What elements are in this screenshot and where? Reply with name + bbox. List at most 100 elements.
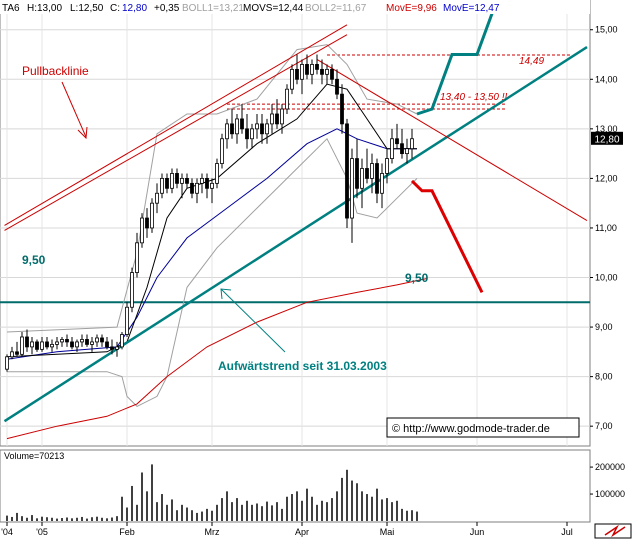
candle-6 xyxy=(35,339,39,352)
x-axis: '04 '05 Feb Mrz Apr Mai Jun Jul xyxy=(1,522,573,537)
pullback-arrow-shaft xyxy=(61,81,87,138)
candle-body xyxy=(350,158,354,219)
candle-81 xyxy=(410,128,414,159)
candle-body xyxy=(5,356,9,370)
candle-body xyxy=(150,202,154,229)
candle-body xyxy=(255,123,259,130)
candle-14 xyxy=(75,339,79,352)
candle-body xyxy=(80,339,84,343)
candle-49 xyxy=(250,123,254,149)
candle-body xyxy=(60,339,64,343)
header-readout: TA6 H:13,00 L:12,50 C: 12,80 +0,35 BOLL1… xyxy=(2,3,500,14)
projections xyxy=(410,0,499,294)
candle-body xyxy=(285,88,289,110)
candle-body xyxy=(130,272,134,308)
bollinger-lower xyxy=(7,137,418,408)
y-tick-label-1: 14,00 xyxy=(595,74,618,84)
y-tick-label-7: 8,00 xyxy=(595,372,613,382)
candle-body xyxy=(340,93,344,125)
candle-38 xyxy=(195,178,199,204)
header-move-e2: MovE=12,47 xyxy=(443,3,500,14)
candle-body xyxy=(125,306,129,335)
candle-body xyxy=(15,351,19,355)
volume-label: Volume=70213 xyxy=(4,451,64,461)
candle-body xyxy=(305,64,309,75)
candle-13 xyxy=(70,336,74,350)
candle-body xyxy=(330,68,334,80)
candle-32 xyxy=(165,173,169,194)
candle-body xyxy=(85,339,89,345)
header-close-label: C: xyxy=(110,3,120,14)
candle-20 xyxy=(105,336,109,350)
candle-body xyxy=(210,182,214,189)
annotation-pullbacklinie: Pullbacklinie xyxy=(22,64,89,78)
candle-50 xyxy=(255,113,259,139)
candle-body xyxy=(155,192,159,204)
candle-body xyxy=(170,173,174,189)
candle-body xyxy=(185,177,189,184)
candle-76 xyxy=(385,148,389,184)
level-950-label-left: 9,50 xyxy=(22,253,46,267)
header-low: L:12,50 xyxy=(70,3,104,14)
candle-4 xyxy=(25,329,29,352)
candle-69 xyxy=(350,148,354,243)
candle-78 xyxy=(395,123,399,149)
candle-63 xyxy=(320,59,324,85)
candle-body xyxy=(45,341,49,348)
header-high: H:13,00 xyxy=(27,3,62,14)
candle-body xyxy=(310,64,314,75)
candle-43 xyxy=(220,133,224,169)
candle-71 xyxy=(360,158,364,209)
candle-body xyxy=(145,217,149,229)
candle-41 xyxy=(210,178,214,204)
candle-29 xyxy=(150,198,154,233)
candle-15 xyxy=(80,334,84,347)
candle-body xyxy=(390,138,394,159)
header-boll2: BOLL2=11,67 xyxy=(305,3,367,14)
candle-body xyxy=(35,341,39,350)
candle-body xyxy=(105,341,109,348)
candle-body xyxy=(65,339,69,343)
candle-body xyxy=(295,68,299,80)
resize-corner-icon[interactable] xyxy=(594,523,632,539)
candle-17 xyxy=(90,336,94,352)
candle-70 xyxy=(355,138,359,199)
candle-body xyxy=(335,78,339,95)
candle-79 xyxy=(400,128,404,159)
x-tick-label-2: Feb xyxy=(119,527,135,537)
y-axis: 15,00 14,00 13,00 12,00 11,00 10,00 9,00 8,00 7,… xyxy=(590,25,618,431)
volume-panel-frame xyxy=(0,449,591,523)
candle-53 xyxy=(270,104,274,134)
header-change: +0,35 xyxy=(154,3,180,14)
candle-body xyxy=(220,138,224,164)
candle-body xyxy=(290,68,294,90)
uptrend-arrow-head xyxy=(220,288,232,300)
candle-30 xyxy=(155,183,159,214)
x-tick-label-0: '04 xyxy=(1,527,13,537)
candle-body xyxy=(20,336,24,355)
candle-65 xyxy=(330,64,334,85)
level-950-label-right: 9,50 xyxy=(405,271,429,285)
candle-body xyxy=(235,118,239,135)
candle-64 xyxy=(325,64,329,85)
candle-1 xyxy=(10,346,14,360)
candle-8 xyxy=(45,336,49,350)
candle-66 xyxy=(335,69,339,100)
candle-body xyxy=(135,242,139,273)
current-price-tag xyxy=(591,131,623,145)
candle-36 xyxy=(185,173,189,189)
volume-bars: 200000 100000 xyxy=(6,462,625,521)
y-tick-label-0: 15,00 xyxy=(595,25,618,35)
candle-58 xyxy=(295,54,299,85)
candle-72 xyxy=(365,148,369,184)
candle-body xyxy=(110,346,114,350)
candle-body xyxy=(40,341,44,350)
y-tick-label-4: 11,00 xyxy=(595,223,617,233)
candle-body xyxy=(55,341,59,345)
candle-21 xyxy=(110,339,114,355)
annotation-uptrend: Aufwärtstrend seit 31.03.2003 xyxy=(218,359,387,373)
candle-body xyxy=(225,123,229,140)
candle-35 xyxy=(180,173,184,199)
candle-68 xyxy=(345,118,349,228)
